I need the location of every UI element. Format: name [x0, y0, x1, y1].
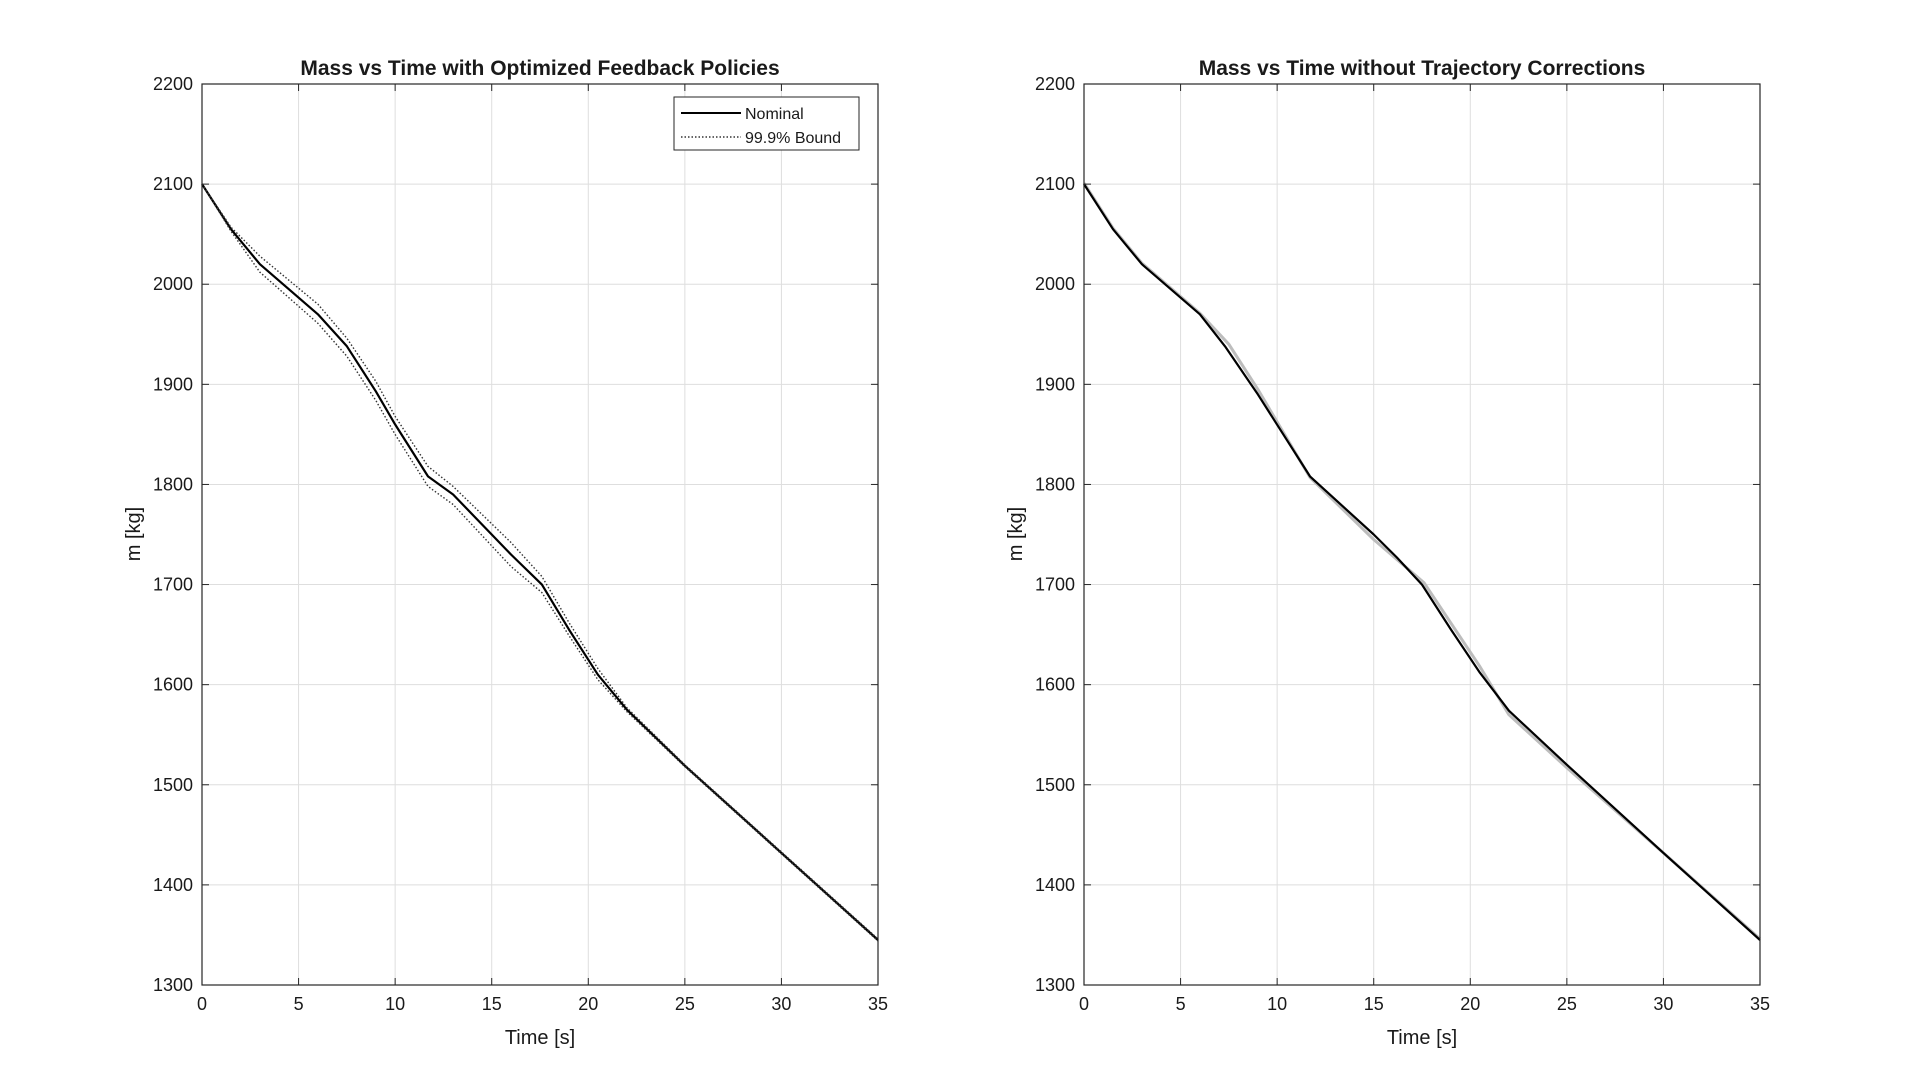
left-plot-frame	[201, 83, 879, 986]
left-xtick-label: 20	[578, 994, 598, 1014]
right-ytick-label: 1800	[1035, 474, 1075, 494]
left-ytick-label: 1500	[153, 775, 193, 795]
left-plot-xlabel: Time [s]	[505, 1027, 575, 1049]
right-ytick-label: 1500	[1035, 775, 1075, 795]
right-plot-xlabel: Time [s]	[1387, 1027, 1457, 1049]
left-xtick-label: 25	[675, 994, 695, 1014]
legend-label-bound: 99.9% Bound	[745, 130, 841, 147]
left-xtick-label: 30	[771, 994, 791, 1014]
right-xtick-label: 30	[1653, 994, 1673, 1014]
right-xtick-label: 5	[1176, 994, 1186, 1014]
left-ytick-label: 1800	[153, 474, 193, 494]
right-plot-lines	[1082, 182, 1761, 941]
left-plot-ticks: 0 5 10 15 20 25 30 35 1300 1400 1500 1600 1700 1800 19…	[153, 74, 888, 1014]
left-xtick-label: 35	[868, 994, 888, 1014]
left-ytick-label: 1700	[153, 575, 193, 595]
left-ytick-label: 1600	[153, 675, 193, 695]
right-plot-ticks: 0 5 10 15 20 25 30 35 1300 1400 1500 1600 1700 1800 19…	[1035, 74, 1770, 1014]
right-xtick-label: 25	[1557, 994, 1577, 1014]
right-plot-frame	[1083, 83, 1761, 986]
legend-label-nominal: Nominal	[745, 106, 804, 123]
right-plot-area	[1084, 84, 1760, 985]
right-plot: 0 5 10 15 20 25 30 35 1300 1400 1500 1600 1700 1800 19…	[1005, 57, 1770, 1049]
left-xtick-label: 5	[294, 994, 304, 1014]
left-plot-legend: Nominal 99.9% Bound	[673, 96, 860, 151]
left-plot: 0 5 10 15 20 25 30 35 1300 1400 1500 1600 1700 1800 19…	[123, 57, 888, 1049]
right-plot-title: Mass vs Time without Trajectory Correcti…	[1199, 57, 1646, 80]
right-ytick-label: 1700	[1035, 575, 1075, 595]
right-xtick-label: 20	[1460, 994, 1480, 1014]
left-series-bound-line	[201, 183, 879, 940]
right-series-nominal-line	[1083, 183, 1761, 941]
left-ytick-label: 1400	[153, 875, 193, 895]
left-plot-area	[202, 84, 878, 985]
right-ytick-label: 1900	[1035, 374, 1075, 394]
left-xtick-label: 0	[197, 994, 207, 1014]
left-series-nominal-line	[201, 183, 879, 941]
right-ytick-label: 1600	[1035, 675, 1075, 695]
left-ytick-label: 2200	[153, 74, 193, 94]
right-ytick-label: 2000	[1035, 274, 1075, 294]
right-xtick-label: 0	[1079, 994, 1089, 1014]
right-ytick-label: 1400	[1035, 875, 1075, 895]
right-xtick-label: 35	[1750, 994, 1770, 1014]
left-ytick-label: 2100	[153, 174, 193, 194]
legend-box	[673, 96, 860, 151]
right-plot-ylabel: m [kg]	[1005, 507, 1027, 561]
left-xtick-label: 10	[385, 994, 405, 1014]
right-ytick-label: 2200	[1035, 74, 1075, 94]
left-plot-ylabel: m [kg]	[123, 507, 145, 561]
right-xtick-label: 10	[1267, 994, 1287, 1014]
left-ytick-label: 1300	[153, 975, 193, 995]
right-ytick-label: 1300	[1035, 975, 1075, 995]
left-ytick-label: 1900	[153, 374, 193, 394]
right-ytick-label: 2100	[1035, 174, 1075, 194]
right-xtick-label: 15	[1364, 994, 1384, 1014]
left-ytick-label: 2000	[153, 274, 193, 294]
left-plot-lines	[201, 183, 879, 942]
left-plot-title: Mass vs Time with Optimized Feedback Pol…	[300, 57, 779, 80]
left-xtick-label: 15	[482, 994, 502, 1014]
